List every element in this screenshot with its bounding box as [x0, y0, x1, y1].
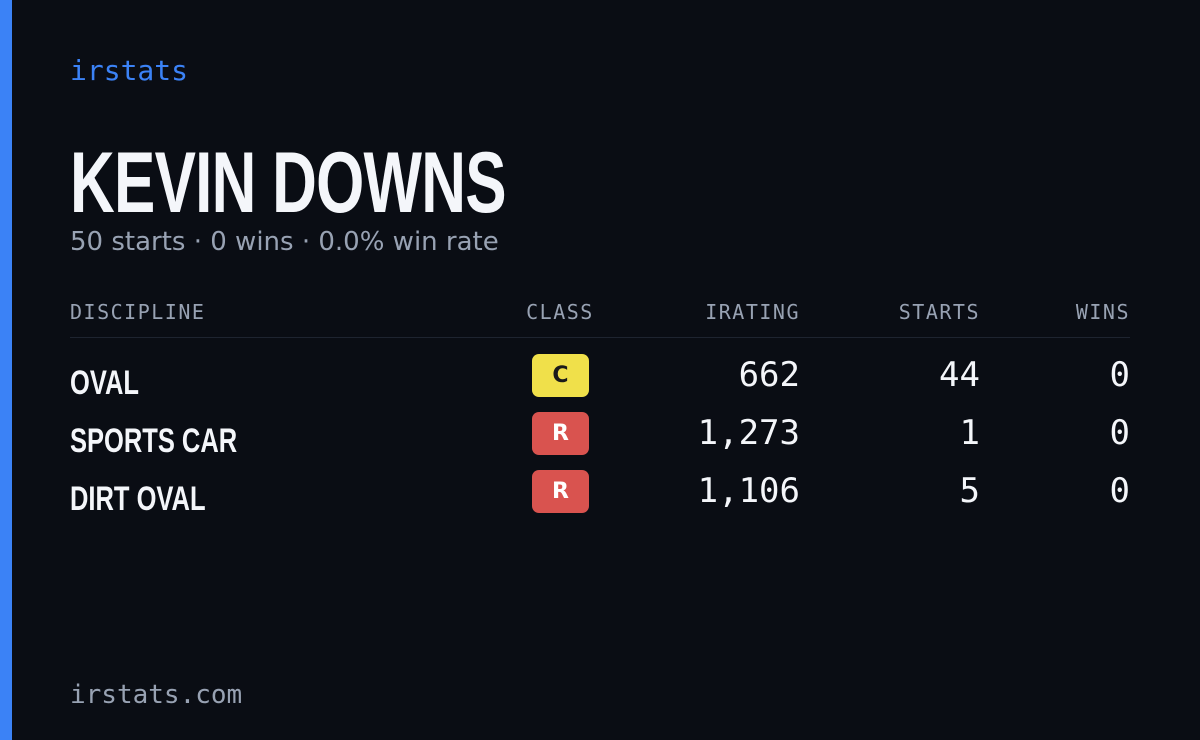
column-header: CLASS — [526, 300, 594, 324]
driver-summary: 50 starts · 0 wins · 0.0% win rate — [70, 227, 499, 257]
column-header: STARTS — [898, 300, 980, 324]
discipline: OVAL — [70, 364, 139, 402]
starts: 5 — [959, 471, 980, 511]
footer: irstats.com — [70, 680, 243, 710]
starts: 44 — [939, 355, 980, 395]
wins: 0 — [1109, 471, 1130, 511]
column-header: WINS — [1075, 300, 1130, 324]
irating: 1,106 — [697, 471, 800, 511]
wins: 0 — [1109, 355, 1130, 395]
column-header: DISCIPLINE — [70, 300, 206, 324]
discipline: DIRT OVAL — [70, 480, 206, 518]
class-badge: R — [532, 470, 589, 513]
column-header: IRATING — [705, 300, 800, 324]
header-divider — [70, 337, 1130, 338]
discipline: SPORTS CAR — [70, 422, 238, 460]
class-badge: R — [532, 412, 589, 455]
class-badge: C — [532, 354, 589, 397]
wins: 0 — [1109, 413, 1130, 453]
driver-name: KEVIN DOWNS — [70, 135, 507, 231]
irating: 662 — [738, 355, 800, 395]
brand: irstats — [70, 54, 189, 87]
accent-bar — [0, 0, 12, 740]
irating: 1,273 — [697, 413, 800, 453]
starts: 1 — [959, 413, 980, 453]
